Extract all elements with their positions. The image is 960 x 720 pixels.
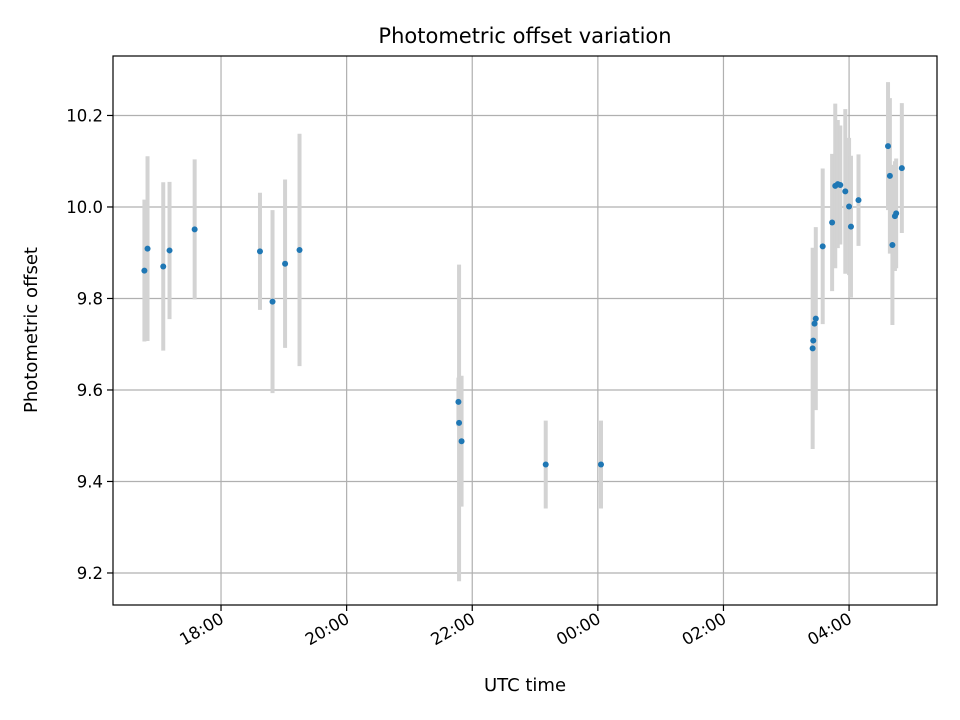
data-point [893, 210, 900, 217]
data-point [819, 243, 826, 250]
y-axis-label: Photometric offset [21, 247, 42, 413]
data-point [846, 203, 853, 210]
data-points [141, 143, 905, 468]
x-axis-label: UTC time [484, 675, 566, 696]
y-tick-label: 9.4 [77, 472, 103, 491]
data-point [160, 263, 167, 270]
data-point [889, 241, 896, 248]
data-point [296, 246, 303, 253]
y-tick-label: 9.2 [77, 564, 103, 583]
data-point [809, 345, 816, 352]
y-tick-label: 10.2 [66, 106, 103, 125]
data-point [458, 438, 465, 445]
data-point [811, 320, 818, 327]
data-point [842, 188, 849, 195]
data-point [269, 298, 276, 305]
data-point [282, 260, 289, 267]
y-axis-ticks: 9.2 9.4 9.6 9.8 10.0 10.2 [66, 106, 113, 583]
plot-area-frame [112, 55, 938, 606]
data-point [886, 172, 893, 179]
data-point [885, 143, 892, 150]
data-point [256, 248, 263, 255]
data-point [144, 245, 151, 252]
data-point [455, 398, 462, 405]
chart-title: Photometric offset variation [378, 24, 671, 48]
data-point [829, 219, 836, 226]
y-tick-label: 10.0 [66, 198, 103, 217]
data-point [456, 419, 463, 426]
data-point [812, 315, 819, 322]
data-point [597, 461, 604, 468]
y-tick-label: 9.6 [77, 381, 103, 400]
data-point [141, 267, 148, 274]
data-point [855, 197, 862, 204]
data-point [542, 461, 549, 468]
data-point [837, 182, 844, 189]
data-point [847, 223, 854, 230]
data-point [191, 226, 198, 233]
data-point [898, 165, 905, 172]
grid [113, 56, 937, 605]
data-point [810, 337, 817, 344]
data-point [166, 247, 173, 254]
y-tick-label: 9.8 [77, 289, 103, 308]
